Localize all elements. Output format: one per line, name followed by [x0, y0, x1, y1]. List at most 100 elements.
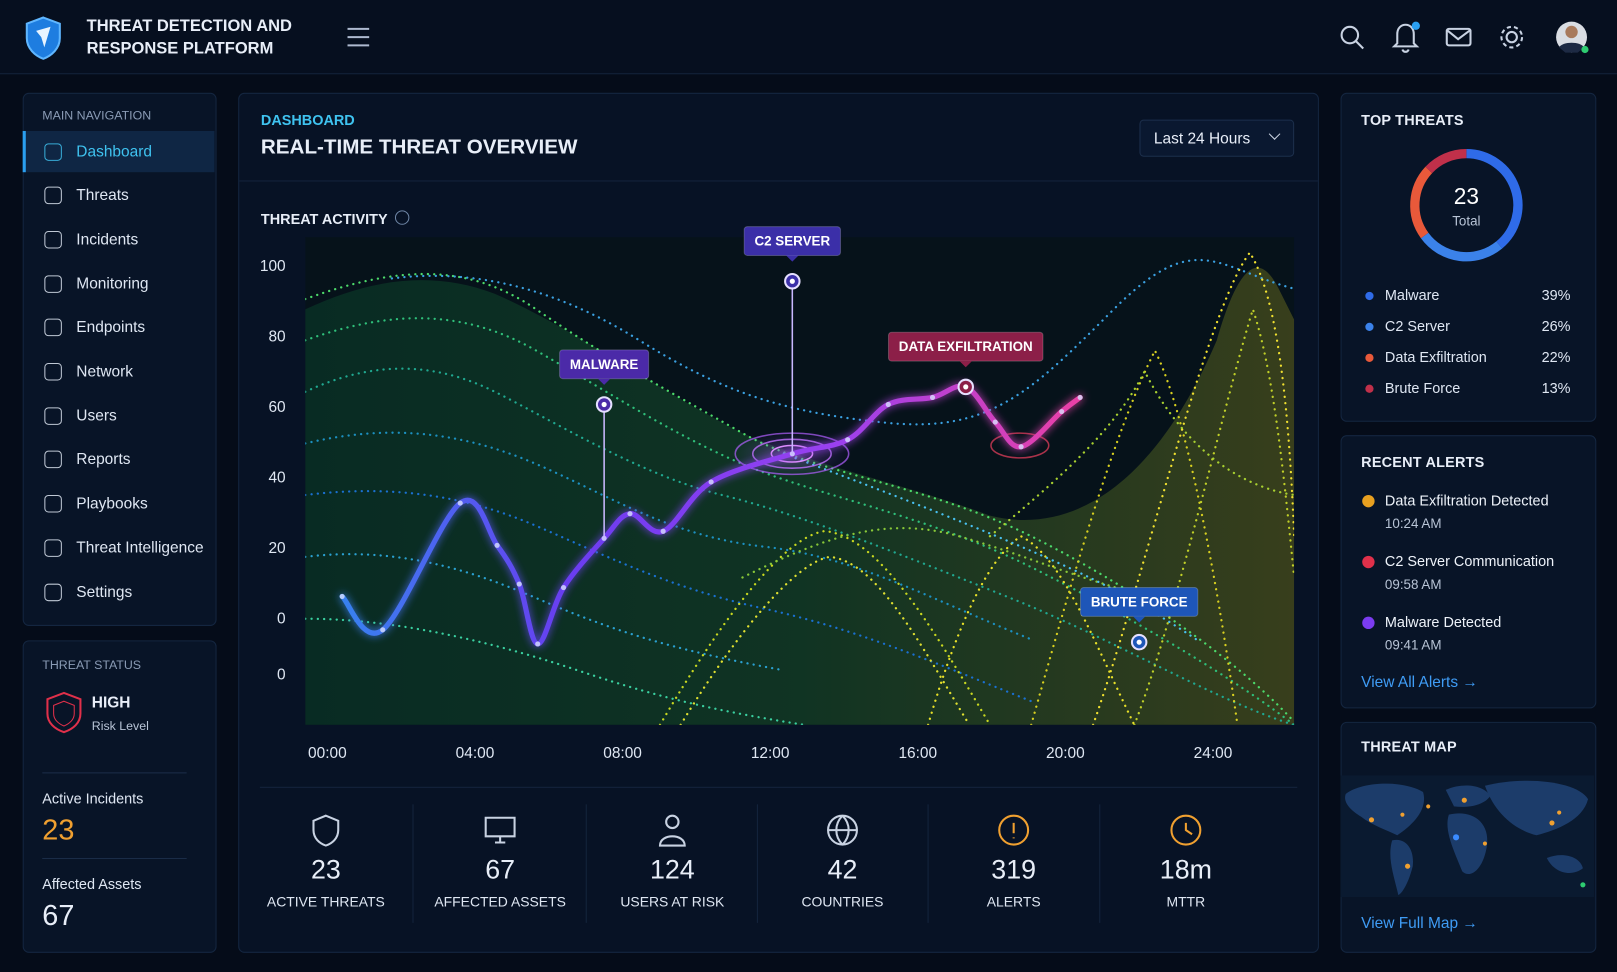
- alert-dot: [1362, 616, 1375, 630]
- nav-icon: [44, 583, 62, 601]
- panel-heading: RECENT ALERTS: [1361, 453, 1485, 471]
- recent-alerts-panel: RECENT ALERTS Data Exfiltration Detected…: [1340, 435, 1597, 709]
- stat-label: USERS AT RISK: [620, 894, 725, 910]
- alert-title[interactable]: Malware Detected: [1384, 613, 1502, 631]
- nav-label: Threat Intelligence: [76, 539, 204, 557]
- view-full-map[interactable]: View Full Map →: [1361, 914, 1478, 933]
- nav-item[interactable]: Incidents: [23, 219, 215, 260]
- active-incidents-label: Active Incidents: [42, 789, 144, 807]
- legend-label: Data Exfiltration: [1384, 348, 1487, 366]
- section-label: DASHBOARD: [260, 111, 355, 128]
- nav-label: Settings: [76, 583, 133, 601]
- nav-icon: [44, 142, 62, 161]
- threat-status-panel: THREAT STATUS HIGH Risk Level Active Inc…: [22, 640, 217, 953]
- threat-map-panel: THREAT MAP View Full Map →: [1340, 721, 1597, 953]
- stat-value: 18m: [1159, 853, 1212, 885]
- nav-icon: [44, 495, 62, 513]
- nav-label: Threats: [76, 186, 129, 205]
- stat-card: 23 ACTIVE THREATS: [243, 804, 408, 910]
- nav-item[interactable]: Threats: [23, 175, 215, 216]
- nav-label: Endpoints: [76, 318, 146, 337]
- nav-icon: [44, 407, 62, 425]
- stat-label: COUNTRIES: [801, 894, 884, 910]
- active-incidents-value: 23: [42, 813, 75, 846]
- divider: [259, 786, 1298, 788]
- nav-icon: [44, 230, 62, 249]
- nav-icon: [44, 451, 62, 469]
- nav-label: Monitoring: [76, 274, 149, 293]
- alert-time: 09:58 AM: [1384, 576, 1442, 592]
- link-text: View All Alerts: [1361, 673, 1459, 691]
- stat-value: 67: [485, 853, 516, 885]
- nav-icon: [44, 186, 62, 205]
- stat-label: ACTIVE THREATS: [266, 894, 385, 910]
- legend-label: C2 Server: [1384, 317, 1450, 335]
- nav-item[interactable]: Monitoring: [23, 263, 215, 304]
- stat-card: 319 ALERTS: [931, 804, 1096, 910]
- stat-card: 67 AFFECTED ASSETS: [418, 804, 583, 910]
- nav-label: Reports: [76, 451, 131, 469]
- nav-item[interactable]: Endpoints: [23, 307, 215, 348]
- info-icon[interactable]: [394, 210, 410, 225]
- panel-heading: THREAT MAP: [1361, 738, 1457, 755]
- stat-value: 319: [991, 853, 1037, 885]
- nav-item[interactable]: Settings: [23, 571, 215, 612]
- stat-card: 42 COUNTRIES: [760, 804, 925, 910]
- risk-level: HIGH: [91, 693, 131, 712]
- legend-value: 13%: [1541, 379, 1571, 396]
- nav-item[interactable]: Dashboard: [22, 130, 215, 173]
- nav-item[interactable]: Users: [23, 395, 215, 436]
- nav-label: Incidents: [76, 230, 139, 249]
- nav-item[interactable]: Threat Intelligence: [23, 527, 215, 568]
- nav-icon: [44, 318, 62, 337]
- stat-card: 124 USERS AT RISK: [590, 804, 755, 910]
- page-title: REAL-TIME THREAT OVERVIEW: [260, 136, 578, 159]
- nav-label: Dashboard: [76, 142, 152, 161]
- nav-label: Users: [76, 407, 117, 425]
- legend-value: 22%: [1541, 348, 1571, 366]
- alert-title[interactable]: Data Exfiltration Detected: [1384, 491, 1549, 509]
- nav-icon: [44, 362, 62, 381]
- nav-heading: MAIN NAVIGATION: [42, 108, 152, 123]
- stat-label: ALERTS: [986, 894, 1041, 910]
- affected-assets-label: Affected Assets: [42, 875, 142, 892]
- alert-time: 10:24 AM: [1384, 515, 1442, 532]
- alert-dot: [1362, 555, 1375, 569]
- status-heading: THREAT STATUS: [42, 657, 142, 673]
- stat-value: 124: [649, 853, 695, 885]
- legend-label: Malware: [1384, 286, 1440, 304]
- risk-label: Risk Level: [91, 718, 149, 734]
- nav-list: Dashboard Threats Incidents Monitoring Endpo…: [22, 130, 215, 616]
- nav-label: Network: [76, 362, 134, 381]
- nav-item[interactable]: Reports: [23, 439, 215, 480]
- legend-dot: [1365, 322, 1374, 332]
- alert-title[interactable]: C2 Server Communication: [1384, 552, 1555, 570]
- nav-panel: MAIN NAVIGATION Dashboard Threats Incident…: [22, 92, 217, 626]
- nav-item[interactable]: Playbooks: [23, 483, 215, 524]
- time-range-select[interactable]: Last 24 Hours: [1139, 119, 1295, 157]
- divider: [239, 180, 1318, 182]
- nav-item[interactable]: Network: [23, 351, 215, 392]
- nav-icon: [44, 539, 62, 557]
- legend-label: Brute Force: [1384, 379, 1461, 396]
- stat-value: 42: [827, 853, 858, 885]
- legend-dot: [1365, 291, 1374, 301]
- stat-label: MTTR: [1166, 894, 1206, 910]
- app-title: THREAT DETECTION AND RESPONSE PLATFORM: [86, 17, 292, 58]
- alert-list: Data Exfiltration Detected 10:24 AM C2 Ser…: [1342, 436, 1596, 707]
- stat-label: AFFECTED ASSETS: [434, 894, 566, 910]
- chart-title: THREAT ACTIVITY: [260, 210, 388, 227]
- nav-label: Playbooks: [76, 495, 148, 513]
- link-text: View Full Map: [1361, 914, 1459, 933]
- time-range: Last 24 Hours: [1153, 129, 1251, 148]
- panel-heading: TOP THREATS: [1361, 111, 1464, 128]
- divider: [42, 772, 187, 774]
- stat-value: 23: [310, 853, 341, 885]
- legend-dot: [1365, 384, 1374, 393]
- legend-value: 26%: [1541, 317, 1571, 335]
- view-all-alerts[interactable]: View All Alerts →: [1361, 673, 1478, 691]
- legend-dot: [1365, 353, 1374, 362]
- affected-assets-value: 67: [42, 899, 75, 932]
